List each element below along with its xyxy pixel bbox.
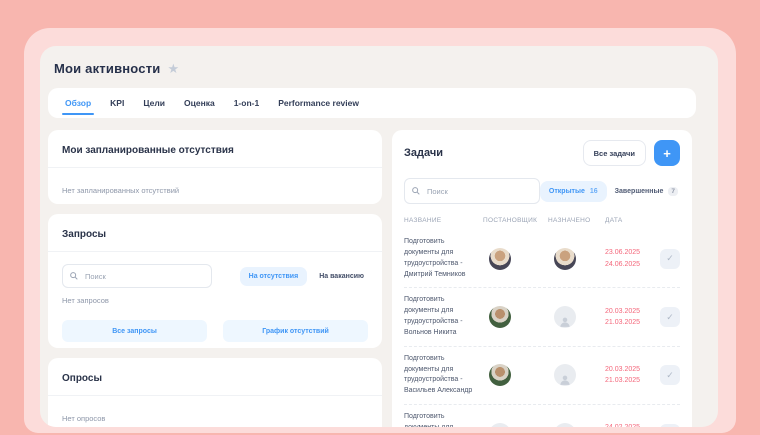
check-icon: ✓ (666, 369, 674, 380)
open-tasks-count: 16 (589, 187, 598, 195)
complete-checkbox[interactable]: ✓ (660, 307, 680, 328)
filter-absence-button[interactable]: На отсутствия (239, 266, 308, 286)
surveys-card: Опросы Нет опросов (48, 358, 382, 427)
assignee-avatar-placeholder[interactable] (554, 422, 576, 427)
column-header-date: ДАТА (605, 217, 623, 224)
assigner-avatar-placeholder[interactable] (489, 422, 511, 427)
tab-performance-review[interactable]: Performance review (278, 98, 359, 108)
card-body: Нет опросов (48, 396, 382, 427)
outer-frame: Мои активности ★ Обзор KPI Цели Оценка 1… (24, 28, 736, 433)
tasks-title: Задачи (404, 147, 443, 159)
tab-open-tasks[interactable]: Открытые 16 (539, 180, 607, 202)
tab-goals[interactable]: Цели (143, 98, 165, 108)
column-header-assigner: ПОСТАНОВЩИК (483, 217, 538, 224)
card-body: Нет запланированных отсутствий (48, 168, 382, 210)
tab-1on1[interactable]: 1-on-1 (233, 98, 260, 108)
tasks-header: Задачи Все задачи + (392, 130, 692, 172)
tab-bar: Обзор KPI Цели Оценка 1-on-1 Performance… (48, 88, 696, 118)
check-icon: ✓ (666, 311, 674, 322)
card-body: На отсутствия На вакансию Нет запросов В… (48, 252, 382, 354)
assigner-avatar[interactable] (489, 306, 511, 329)
absence-schedule-button[interactable]: График отсутствий (223, 320, 368, 342)
requests-buttons-row: Все запросы График отсутствий (62, 320, 368, 342)
table-row[interactable]: Подготовить документы для трудоустройств… (404, 404, 680, 427)
tab-overview[interactable]: Обзор (61, 88, 95, 118)
tasks-search-row: Открытые 16 Завершенные 7 (392, 172, 692, 204)
tab-assessment[interactable]: Оценка (184, 98, 215, 108)
page-title: Мои активности (54, 61, 161, 76)
column-header-name: НАЗВАНИЕ (404, 217, 442, 224)
tasks-search-input[interactable] (404, 178, 540, 204)
content-columns: Мои запланированные отсутствия Нет запла… (48, 130, 696, 427)
task-dates: 23.06.2025 24.06.2025 (605, 249, 641, 268)
task-title: Подготовить документы для трудоустройств… (404, 413, 453, 427)
assigner-avatar[interactable] (489, 247, 511, 270)
table-row[interactable]: Подготовить документы для трудоустройств… (404, 345, 680, 404)
tasks-status-tabs: Открытые 16 Завершенные 7 (539, 180, 680, 203)
requests-filters: На отсутствия На вакансию (239, 266, 368, 286)
card-title-row: Опросы (48, 358, 382, 396)
table-row[interactable]: Подготовить документы для трудоустройств… (404, 287, 680, 345)
complete-checkbox[interactable]: ✓ (660, 248, 680, 269)
tasks-search-wrap (404, 178, 540, 204)
person-icon (560, 317, 570, 327)
filter-vacancy-button[interactable]: На вакансию (319, 272, 364, 280)
requests-card-title: Запросы (62, 229, 107, 240)
tab-kpi[interactable]: KPI (110, 98, 125, 108)
complete-checkbox[interactable]: ✓ (660, 365, 680, 386)
tab-done-tasks[interactable]: Завершенные 7 (613, 180, 680, 203)
assignee-avatar-placeholder[interactable] (554, 364, 576, 387)
surveys-empty-text: Нет опросов (62, 414, 106, 423)
add-task-button[interactable]: + (654, 140, 680, 166)
complete-checkbox[interactable]: ✓ (660, 423, 680, 427)
assigner-avatar[interactable] (489, 364, 511, 387)
done-tasks-label: Завершенные (614, 187, 664, 195)
surveys-card-title: Опросы (62, 373, 103, 384)
requests-empty-text: Нет запросов (62, 296, 109, 305)
tasks-table-body: Подготовить документы для трудоустройств… (392, 230, 692, 427)
tasks-card: Задачи Все задачи + (392, 130, 692, 427)
search-icon (412, 187, 420, 195)
absences-card-title: Мои запланированные отсутствия (62, 145, 234, 156)
task-dates: 24.02.2025 25.02.2025 (605, 422, 660, 427)
requests-card: Запросы На отсу (48, 214, 382, 348)
all-requests-button[interactable]: Все запросы (62, 320, 207, 342)
tasks-actions: Все задачи + (582, 140, 680, 166)
check-icon: ✓ (666, 253, 674, 264)
task-title: Подготовить документы для трудоустройств… (404, 354, 473, 395)
card-title-row: Запросы (48, 214, 382, 252)
person-icon (560, 376, 570, 386)
plus-icon: + (663, 145, 671, 161)
page-header: Мои активности ★ (54, 61, 696, 76)
requests-search-input[interactable] (62, 264, 212, 288)
right-column: Задачи Все задачи + (392, 130, 692, 427)
all-tasks-button[interactable]: Все задачи (582, 140, 646, 166)
left-column: Мои запланированные отсутствия Нет запла… (48, 130, 382, 427)
assignee-avatar[interactable] (554, 247, 576, 270)
open-tasks-label: Открытые (548, 187, 585, 195)
task-title: Подготовить документы для трудоустройств… (404, 238, 466, 278)
column-header-assignee: НАЗНАЧЕНО (548, 217, 591, 224)
assignee-avatar-placeholder[interactable] (554, 306, 576, 329)
done-tasks-count-badge: 7 (668, 186, 678, 196)
requests-search-wrap (62, 264, 212, 288)
app-canvas: Мои активности ★ Обзор KPI Цели Оценка 1… (40, 46, 718, 427)
planned-absences-card: Мои запланированные отсутствия Нет запла… (48, 130, 382, 204)
absences-empty-text: Нет запланированных отсутствий (62, 186, 180, 195)
requests-search-row: На отсутствия На вакансию (62, 264, 368, 288)
card-title-row: Мои запланированные отсутствия (48, 130, 382, 168)
task-dates: 20.03.2025 21.03.2025 (605, 307, 641, 327)
search-icon (70, 272, 78, 280)
favorite-star-icon[interactable]: ★ (167, 61, 180, 76)
task-dates: 20.03.2025 21.03.2025 (605, 365, 641, 385)
tasks-table-header: НАЗВАНИЕ ПОСТАНОВЩИК НАЗНАЧЕНО ДАТА (392, 204, 692, 230)
task-title: Подготовить документы для трудоустройств… (404, 296, 463, 336)
table-row[interactable]: Подготовить документы для трудоустройств… (404, 230, 680, 287)
